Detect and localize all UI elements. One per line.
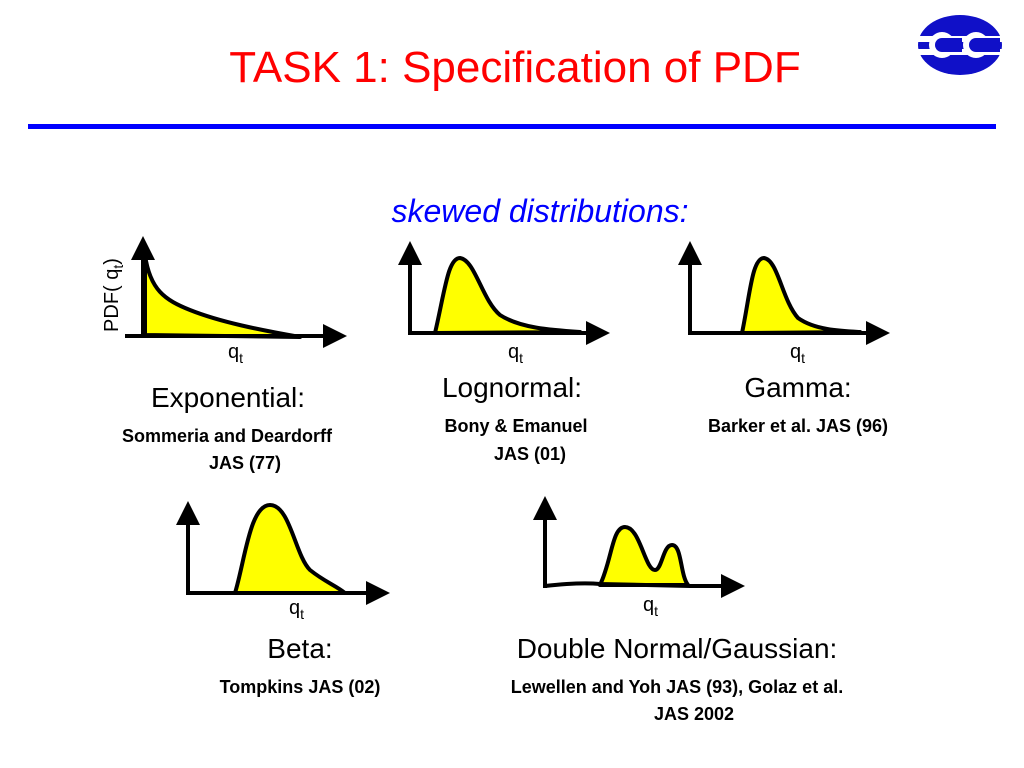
- x-axis-label: qt: [643, 594, 658, 619]
- panel-name: Gamma:: [744, 372, 851, 403]
- text-part: t: [300, 606, 304, 622]
- panel-beta: [176, 501, 390, 605]
- reference: Tompkins JAS (02): [220, 677, 381, 697]
- text-part: t: [519, 350, 523, 366]
- panel-gamma: [678, 241, 890, 345]
- title: TASK 1: Specification of PDF: [229, 43, 800, 92]
- panel-name: Exponential:: [151, 382, 305, 413]
- text-part: q: [228, 341, 239, 363]
- reference: JAS (01): [494, 444, 566, 464]
- y-axis-label: PDF( qt): [101, 258, 126, 332]
- panel-double-normal: [533, 496, 745, 598]
- reference: Sommeria and Deardorff: [122, 426, 333, 446]
- x-axis-label: qt: [790, 341, 805, 366]
- reference: Bony & Emanuel: [444, 416, 587, 436]
- panel-lognormal: [398, 241, 610, 345]
- x-axis-label: qt: [228, 341, 243, 366]
- text-part: q: [508, 341, 519, 363]
- subtitle: skewed distributions:: [391, 193, 688, 229]
- text-part: t: [654, 603, 658, 619]
- text-part: q: [643, 594, 654, 616]
- reference: Lewellen and Yoh JAS (93), Golaz et al.: [511, 677, 843, 697]
- y-label-sub: t: [110, 265, 126, 269]
- y-label-close: ): [101, 258, 123, 265]
- panel-name: Beta:: [267, 633, 332, 664]
- reference: Barker et al. JAS (96): [708, 416, 888, 436]
- x-axis-label: qt: [508, 341, 523, 366]
- reference: JAS (77): [209, 453, 281, 473]
- x-axis-label: qt: [289, 597, 304, 622]
- logo: [918, 15, 1002, 75]
- text-part: q: [790, 341, 801, 363]
- divider: [28, 124, 996, 129]
- panel-name: Double Normal/Gaussian:: [517, 633, 838, 664]
- text-part: t: [801, 350, 805, 366]
- text-part: t: [239, 350, 243, 366]
- y-label-base: PDF( q: [101, 269, 123, 332]
- panel-exponential: [125, 236, 347, 348]
- panel-name: Lognormal:: [442, 372, 582, 403]
- text-part: q: [289, 597, 300, 619]
- reference: JAS 2002: [654, 704, 734, 724]
